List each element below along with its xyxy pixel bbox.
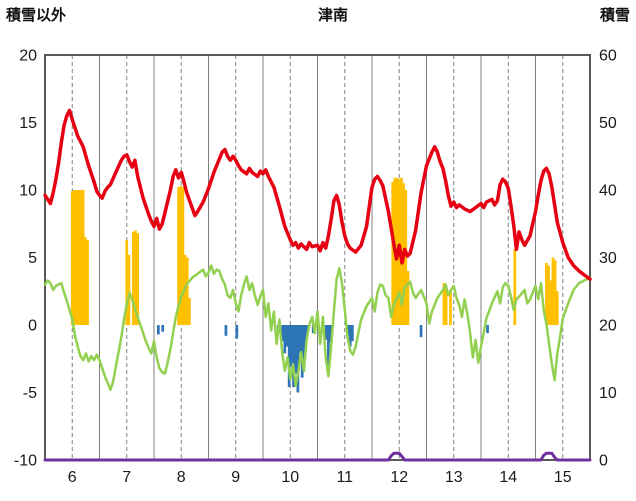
blue-bars (296, 325, 300, 393)
right-tick-label: 60 (599, 48, 617, 65)
x-tick-label: 15 (554, 469, 572, 486)
orange-bars (545, 262, 548, 325)
orange-bars (136, 233, 139, 325)
left-tick-label: -5 (23, 385, 37, 402)
orange-bars (77, 190, 81, 325)
blue-bars (324, 325, 328, 340)
blue-bars (300, 325, 304, 378)
blue-bars (419, 325, 423, 338)
blue-bars (224, 325, 228, 336)
blue-bars (329, 325, 332, 343)
orange-bars (179, 185, 183, 325)
orange-bars (444, 285, 448, 325)
right-tick-label: 40 (599, 183, 617, 200)
x-tick-label: 7 (122, 469, 131, 486)
orange-bars (547, 265, 550, 325)
left-tick-label: 5 (28, 250, 37, 267)
orange-bars (79, 190, 83, 325)
orange-bars (553, 260, 557, 325)
right-tick-label: 30 (599, 250, 617, 267)
x-tick-label: 12 (390, 469, 408, 486)
x-tick-label: 9 (231, 469, 240, 486)
right-tick-label: 50 (599, 115, 617, 132)
right-tick-label: 20 (599, 318, 617, 335)
blue-bars (281, 325, 284, 342)
orange-bars (549, 280, 553, 325)
orange-bars (391, 181, 395, 325)
x-tick-label: 6 (68, 469, 77, 486)
x-tick-label: 13 (445, 469, 463, 486)
orange-bars (442, 283, 446, 325)
orange-bars (188, 298, 191, 325)
orange-bars (513, 249, 517, 325)
blue-bars (327, 325, 330, 374)
orange-bars (125, 239, 129, 325)
chart-header: 積雪以外 津南 積雪 (0, 2, 636, 25)
blue-bars (161, 325, 165, 332)
orange-bars (185, 257, 189, 325)
orange-bars (404, 190, 408, 325)
blue-bars (486, 325, 489, 334)
blue-bars (157, 325, 160, 335)
blue-bars (294, 325, 298, 374)
blue-bars (292, 325, 295, 388)
orange-bars (81, 190, 85, 325)
orange-bars (73, 190, 76, 325)
orange-bars (449, 289, 452, 325)
blue-bars (285, 325, 289, 347)
right-axis-title: 積雪 (599, 7, 630, 24)
left-tick-label: 15 (19, 115, 37, 132)
left-tick-label: 0 (28, 318, 37, 335)
x-tick-label: 8 (177, 469, 186, 486)
blue-bars (303, 325, 306, 361)
blue-bars (287, 325, 291, 388)
orange-bars (75, 190, 78, 325)
blue-bars (348, 325, 352, 347)
left-tick-label: 10 (19, 183, 37, 200)
chart-title: 津南 (317, 7, 348, 24)
blue-bars (298, 325, 302, 354)
orange-bars (406, 271, 410, 325)
left-tick-label: -10 (14, 453, 37, 470)
orange-bars (177, 187, 180, 325)
orange-bars (134, 230, 137, 325)
purple-line (43, 451, 592, 462)
orange-bars (131, 231, 135, 325)
orange-bars (70, 191, 74, 325)
left-axis-title: 積雪以外 (6, 7, 67, 24)
orange-bars (127, 254, 131, 325)
right-tick-label: 0 (599, 453, 608, 470)
x-tick-label: 11 (336, 469, 353, 486)
blue-bars (305, 325, 308, 340)
orange-bars (181, 187, 185, 325)
x-tick-label: 10 (281, 469, 299, 486)
blue-bars (235, 325, 239, 339)
right-tick-label: 10 (599, 385, 617, 402)
orange-bars (555, 291, 559, 325)
x-tick-label: 14 (499, 469, 517, 486)
blue-bars (351, 325, 354, 342)
red-line (43, 108, 592, 281)
orange-bars (86, 239, 89, 325)
blue-bars (289, 325, 293, 367)
left-tick-label: 20 (19, 48, 37, 65)
green-line (43, 264, 592, 392)
orange-bars (551, 257, 555, 325)
blue-bars (283, 325, 287, 354)
orange-bars (83, 237, 87, 325)
